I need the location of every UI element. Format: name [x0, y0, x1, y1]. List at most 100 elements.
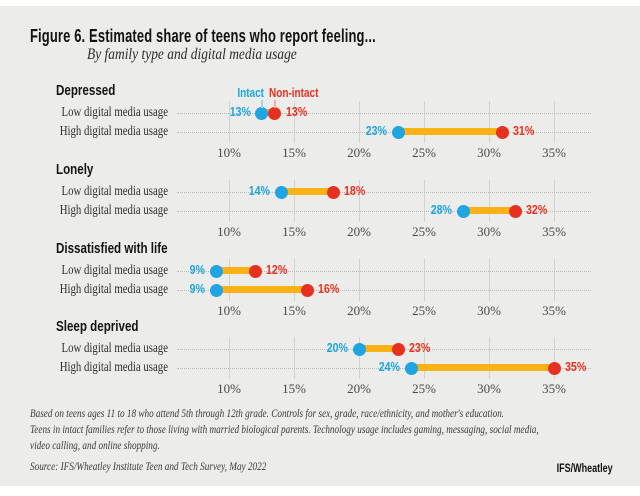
- gridline-dissatisfied-with-life-15%: [294, 259, 295, 301]
- axis-tick-depressed-20%: 20%: [347, 145, 371, 160]
- axis-tick-sleep-deprived-15%: 15%: [282, 381, 306, 396]
- non-intact-value-lonely-row-high: 32%: [526, 203, 548, 217]
- gridline-dissatisfied-with-life-10%: [229, 259, 230, 301]
- connector-bar-dissatisfied-with-life-row-low: [216, 267, 255, 274]
- intact-value-sleep-deprived-row-low: 20%: [326, 341, 348, 355]
- row-label-dissatisfied-with-life-row-high: High digital media usage: [59, 281, 168, 296]
- gridline-dissatisfied-with-life-35%: [554, 259, 555, 301]
- axis-tick-lonely-30%: 30%: [477, 224, 501, 239]
- legend-tick-intact: [260, 100, 263, 108]
- connector-bar-lonely-row-high: [463, 207, 515, 214]
- axis-tick-sleep-deprived-10%: 10%: [217, 381, 241, 396]
- figure-subtitle: By family type and digital media usage: [87, 46, 297, 63]
- axis-tick-dissatisfied-with-life-30%: 30%: [477, 303, 501, 318]
- connector-bar-dissatisfied-with-life-row-high: [216, 286, 307, 293]
- axis-tick-depressed-10%: 10%: [217, 145, 241, 160]
- row-label-lonely-row-high: High digital media usage: [59, 202, 168, 217]
- row-label-depressed-row-low: Low digital media usage: [61, 104, 168, 119]
- legend-tick-non-intact: [273, 100, 276, 108]
- axis-tick-lonely-10%: 10%: [217, 224, 241, 239]
- axis-tick-depressed-35%: 35%: [542, 145, 566, 160]
- non-intact-value-sleep-deprived-row-high: 35%: [565, 360, 587, 374]
- legend-non-intact-label: Non-intact: [268, 86, 318, 100]
- gridline-sleep-deprived-20%: [359, 337, 360, 379]
- gridline-depressed-15%: [294, 101, 295, 143]
- non-intact-dot-depressed-row-high: [495, 125, 509, 139]
- non-intact-value-lonely-row-low: 18%: [344, 184, 366, 198]
- gridline-dissatisfied-with-life-25%: [424, 259, 425, 301]
- intact-dot-depressed-row-high: [391, 125, 405, 139]
- footnote-line-1: Based on teens ages 11 to 18 who attend …: [30, 408, 505, 420]
- gridline-lonely-15%: [294, 180, 295, 222]
- axis-tick-depressed-15%: 15%: [282, 145, 306, 160]
- source-line: Source: IFS/Wheatley Institute Teen and …: [30, 461, 267, 473]
- gridline-sleep-deprived-10%: [229, 337, 230, 379]
- axis-tick-dissatisfied-with-life-25%: 25%: [412, 303, 436, 318]
- axis-tick-depressed-30%: 30%: [477, 145, 501, 160]
- connector-bar-depressed-row-high: [398, 128, 502, 135]
- row-guide-dissatisfied-with-life-row-low: [177, 271, 591, 272]
- gridline-depressed-20%: [359, 101, 360, 143]
- gridline-sleep-deprived-15%: [294, 337, 295, 379]
- row-guide-dissatisfied-with-life-row-high: [177, 290, 591, 291]
- non-intact-dot-sleep-deprived-row-high: [547, 361, 561, 375]
- row-guide-sleep-deprived-row-high: [177, 368, 591, 369]
- axis-tick-lonely-35%: 35%: [542, 224, 566, 239]
- intact-value-lonely-row-low: 14%: [248, 184, 270, 198]
- intact-value-depressed-row-low: 13%: [229, 105, 251, 119]
- non-intact-value-dissatisfied-with-life-row-high: 16%: [318, 282, 340, 296]
- axis-tick-sleep-deprived-35%: 35%: [542, 381, 566, 396]
- intact-dot-sleep-deprived-row-high: [404, 361, 418, 375]
- connector-bar-sleep-deprived-row-low: [359, 345, 398, 352]
- gridline-depressed-30%: [489, 101, 490, 143]
- axis-tick-sleep-deprived-30%: 30%: [477, 381, 501, 396]
- non-intact-dot-lonely-row-high: [508, 204, 522, 218]
- intact-dot-dissatisfied-with-life-row-low: [209, 264, 223, 278]
- axis-tick-dissatisfied-with-life-10%: 10%: [217, 303, 241, 318]
- row-guide-lonely-row-low: [177, 192, 591, 193]
- axis-tick-sleep-deprived-20%: 20%: [347, 381, 371, 396]
- connector-bar-lonely-row-low: [281, 188, 333, 195]
- intact-dot-lonely-row-low: [274, 185, 288, 199]
- legend-intact-label: Intact: [236, 86, 264, 100]
- non-intact-dot-lonely-row-low: [326, 185, 340, 199]
- ifs-wheatley-logo: IFS/Wheatley: [556, 461, 613, 475]
- intact-value-lonely-row-high: 28%: [430, 203, 452, 217]
- gridline-sleep-deprived-30%: [489, 337, 490, 379]
- section-header-dissatisfied-with-life: Dissatisfied with life: [56, 241, 168, 257]
- intact-value-dissatisfied-with-life-row-low: 9%: [189, 263, 205, 277]
- footnote-line-3: video calling, and online shopping.: [30, 440, 160, 452]
- axis-tick-depressed-25%: 25%: [412, 145, 436, 160]
- gridline-dissatisfied-with-life-20%: [359, 259, 360, 301]
- row-label-depressed-row-high: High digital media usage: [59, 123, 168, 138]
- non-intact-value-dissatisfied-with-life-row-low: 12%: [266, 263, 288, 277]
- axis-tick-dissatisfied-with-life-20%: 20%: [347, 303, 371, 318]
- section-header-lonely: Lonely: [56, 162, 94, 178]
- gridline-lonely-25%: [424, 180, 425, 222]
- non-intact-dot-sleep-deprived-row-low: [391, 342, 405, 356]
- intact-dot-lonely-row-high: [456, 204, 470, 218]
- non-intact-dot-depressed-row-low: [268, 106, 281, 120]
- row-guide-depressed-row-high: [177, 132, 591, 133]
- gridline-depressed-35%: [554, 101, 555, 143]
- intact-dot-sleep-deprived-row-low: [352, 342, 366, 356]
- gridline-lonely-10%: [229, 180, 230, 222]
- footnote-line-2: Teens in intact families refer to those …: [30, 424, 539, 436]
- gridline-depressed-10%: [229, 101, 230, 143]
- non-intact-dot-dissatisfied-with-life-row-high: [300, 283, 314, 297]
- row-label-sleep-deprived-row-low: Low digital media usage: [61, 340, 168, 355]
- row-guide-depressed-row-low: [177, 113, 591, 114]
- gridline-sleep-deprived-25%: [424, 337, 425, 379]
- section-header-sleep-deprived: Sleep deprived: [56, 319, 139, 335]
- connector-bar-sleep-deprived-row-high: [411, 364, 554, 371]
- gridline-lonely-35%: [554, 180, 555, 222]
- non-intact-dot-dissatisfied-with-life-row-low: [248, 264, 262, 278]
- axis-tick-lonely-25%: 25%: [412, 224, 436, 239]
- row-label-sleep-deprived-row-high: High digital media usage: [59, 359, 168, 374]
- figure-background: [0, 6, 640, 486]
- section-header-depressed: Depressed: [56, 83, 116, 99]
- row-guide-lonely-row-high: [177, 211, 591, 212]
- axis-tick-sleep-deprived-25%: 25%: [412, 381, 436, 396]
